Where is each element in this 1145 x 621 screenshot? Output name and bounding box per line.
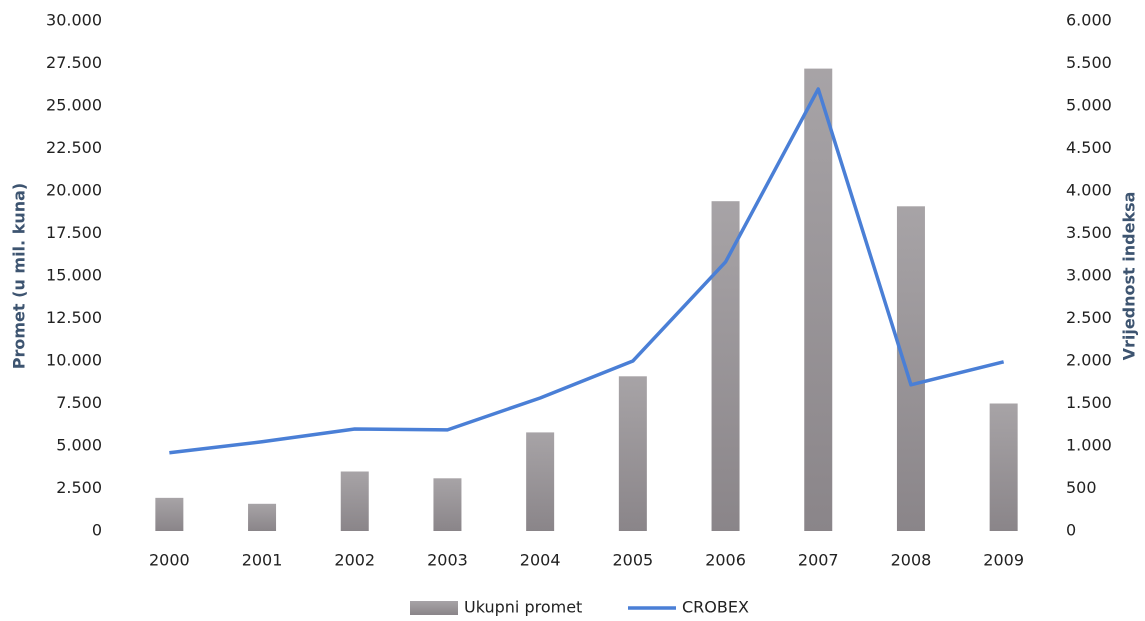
x-tick-label: 2001 bbox=[242, 551, 283, 570]
y2-tick-label: 3.500 bbox=[1066, 223, 1112, 242]
y2-axis-title: Vrijednost indeksa bbox=[1120, 192, 1139, 361]
x-tick-label: 2008 bbox=[891, 551, 932, 570]
y2-tick-label: 3.000 bbox=[1066, 266, 1112, 285]
legend-label: Ukupni promet bbox=[464, 598, 582, 617]
y-tick-label: 30.000 bbox=[46, 11, 102, 30]
y2-tick-label: 500 bbox=[1066, 478, 1097, 497]
y2-tick-label: 6.000 bbox=[1066, 11, 1112, 30]
y2-tick-label: 4.500 bbox=[1066, 138, 1112, 157]
y-axis-title: Promet (u mil. kuna) bbox=[10, 183, 29, 369]
bar bbox=[618, 376, 647, 531]
bar bbox=[711, 201, 740, 531]
y-tick-label: 12.500 bbox=[46, 308, 102, 327]
y2-tick-label: 2.500 bbox=[1066, 308, 1112, 327]
bar bbox=[433, 478, 462, 531]
x-tick-label: 2004 bbox=[520, 551, 561, 570]
x-tick-label: 2007 bbox=[798, 551, 839, 570]
y-tick-label: 17.500 bbox=[46, 223, 102, 242]
x-tick-label: 2009 bbox=[983, 551, 1024, 570]
y-tick-label: 25.000 bbox=[46, 96, 102, 115]
y-tick-label: 27.500 bbox=[46, 53, 102, 72]
y2-tick-label: 4.000 bbox=[1066, 181, 1112, 200]
y-tick-label: 5.000 bbox=[56, 436, 102, 455]
x-tick-label: 2005 bbox=[612, 551, 653, 570]
y-tick-label: 20.000 bbox=[46, 181, 102, 200]
x-tick-label: 2006 bbox=[705, 551, 746, 570]
x-tick-label: 2000 bbox=[149, 551, 190, 570]
y2-tick-label: 1.000 bbox=[1066, 436, 1112, 455]
legend-swatch bbox=[410, 601, 458, 615]
y-tick-label: 0 bbox=[92, 521, 102, 540]
y2-tick-label: 0 bbox=[1066, 521, 1076, 540]
bar bbox=[896, 206, 925, 532]
y-tick-label: 2.500 bbox=[56, 478, 102, 497]
y-tick-label: 7.500 bbox=[56, 393, 102, 412]
y-tick-label: 10.000 bbox=[46, 351, 102, 370]
bar bbox=[340, 471, 369, 531]
x-tick-label: 2003 bbox=[427, 551, 468, 570]
y2-tick-label: 2.000 bbox=[1066, 351, 1112, 370]
bar bbox=[248, 503, 277, 531]
y-tick-label: 15.000 bbox=[46, 266, 102, 285]
bar bbox=[989, 403, 1018, 531]
y2-tick-label: 5.500 bbox=[1066, 53, 1112, 72]
bar bbox=[155, 497, 184, 531]
line bbox=[169, 87, 1005, 455]
y2-tick-label: 5.000 bbox=[1066, 96, 1112, 115]
bar bbox=[526, 432, 555, 531]
legend-label: CROBEX bbox=[682, 598, 749, 617]
x-tick-label: 2002 bbox=[334, 551, 375, 570]
y-tick-label: 22.500 bbox=[46, 138, 102, 157]
bar bbox=[804, 68, 833, 531]
y2-tick-label: 1.500 bbox=[1066, 393, 1112, 412]
